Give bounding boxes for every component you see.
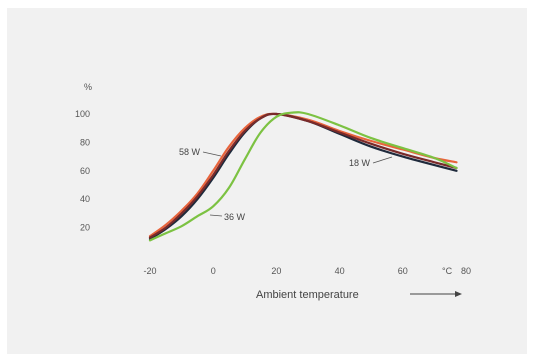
chart-panel (7, 8, 527, 354)
x-tick-label: 60 (398, 266, 408, 276)
x-tick-label: -20 (143, 266, 156, 276)
y-tick-label: 80 (80, 137, 90, 147)
arrow-right-icon (455, 291, 462, 297)
series-line-3 (148, 111, 458, 242)
annotation-leader (209, 214, 223, 217)
y-tick-label: 100 (75, 109, 90, 119)
x-axis-title: Ambient temperature (256, 289, 462, 301)
annotation-leader (202, 151, 222, 157)
annotation-leader (372, 156, 393, 164)
x-tick-label: 40 (335, 266, 345, 276)
x-tick-label: 80 (461, 266, 471, 276)
y-tick-label: 40 (80, 194, 90, 204)
series-lines (148, 111, 458, 242)
annotation-label: 36 W (224, 212, 246, 222)
y-tick-label: 20 (80, 223, 90, 233)
annotation-label: 58 W (179, 147, 201, 157)
series-line-2 (148, 112, 458, 239)
x-tick-labels: -20 0 20 40 60 80 (143, 266, 471, 276)
x-unit-label: °C (442, 266, 453, 276)
y-tick-label: 60 (80, 166, 90, 176)
x-tick-label: 0 (211, 266, 216, 276)
y-axis-label: % (84, 82, 92, 92)
series-line-1 (148, 112, 458, 241)
annotation-label: 18 W (349, 158, 371, 168)
y-tick-labels: 20 40 60 80 100 (75, 109, 90, 233)
annotations: 58 W 36 W 18 W (179, 147, 393, 222)
x-axis-label: Ambient temperature (256, 289, 359, 301)
x-tick-label: 20 (271, 266, 281, 276)
series-line-0 (148, 112, 458, 238)
